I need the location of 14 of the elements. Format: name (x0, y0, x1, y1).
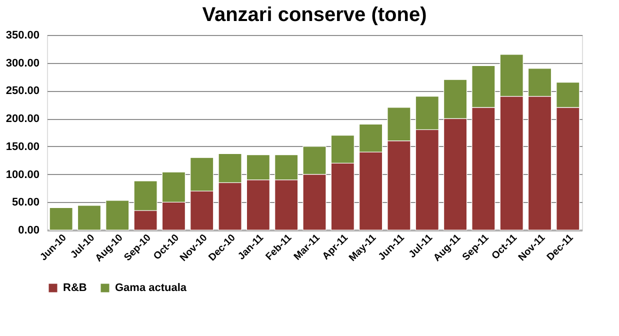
y-tick-label: 50.00 (12, 196, 40, 209)
bar (49, 207, 73, 230)
bar (77, 205, 102, 230)
legend-label: Gama actuala (115, 282, 188, 294)
y-tick-label: 350.00 (6, 30, 40, 42)
y-tick-label: 0.00 (18, 224, 40, 236)
legend-label: R&B (63, 282, 87, 294)
chart-title: Vanzari conserve (tone) (202, 4, 427, 26)
y-tick-label: 250.00 (6, 85, 40, 98)
y-tick-label: 100.00 (6, 168, 40, 181)
y-tick-label: 150.00 (6, 140, 40, 153)
y-tick-label: 200.00 (6, 113, 40, 126)
y-tick-label: 300.00 (6, 57, 40, 70)
bar (106, 200, 130, 230)
